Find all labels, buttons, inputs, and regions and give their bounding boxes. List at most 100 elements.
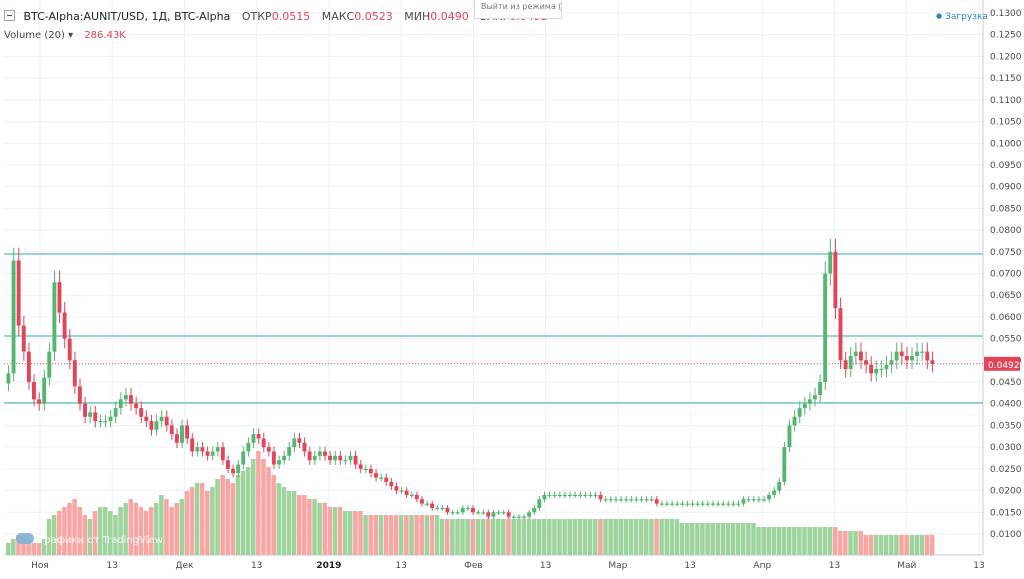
volume-bar xyxy=(235,475,241,555)
volume-bar xyxy=(786,527,792,555)
volume-bar xyxy=(628,519,634,555)
volume-bar xyxy=(894,535,899,555)
candle-body xyxy=(471,507,475,513)
candle-body xyxy=(465,507,470,510)
candle-body xyxy=(72,360,77,387)
volume-bar xyxy=(383,515,389,555)
candle-body xyxy=(506,512,511,517)
candle-body xyxy=(164,416,169,426)
volume-bar xyxy=(536,519,542,555)
volume-bar xyxy=(674,519,680,555)
volume-bar xyxy=(179,499,185,555)
volume-bar xyxy=(582,519,588,555)
volume-bar xyxy=(822,527,828,555)
y-tick-label: 0.1200 xyxy=(990,52,1022,62)
volume-bar xyxy=(51,515,57,555)
volume-bar xyxy=(184,491,190,555)
candle-body xyxy=(200,447,205,452)
candle-body xyxy=(675,503,680,505)
volume-bar xyxy=(878,535,884,555)
low-value: 0.0490 xyxy=(430,10,469,23)
volume-bar xyxy=(419,515,424,555)
x-tick-label: 13 xyxy=(540,561,551,571)
volume-bar xyxy=(26,539,31,555)
volume-bar xyxy=(664,519,669,555)
candle-body xyxy=(414,494,419,500)
volume-bar xyxy=(358,511,363,555)
volume-bar xyxy=(623,519,629,555)
candle-body xyxy=(312,455,317,461)
volume-bar xyxy=(434,515,440,555)
volume-bar xyxy=(164,499,169,555)
volume-bar xyxy=(526,519,532,555)
volume-bar xyxy=(128,499,134,555)
candle-body xyxy=(767,494,771,500)
candle-body xyxy=(629,499,634,501)
volume-bar xyxy=(194,483,200,555)
candle-body xyxy=(292,438,297,448)
symbol-title[interactable]: BTC-Alpha:AUNIT/USD, 1Д, BTC-Alpha xyxy=(23,10,231,23)
volume-bar xyxy=(291,491,297,555)
x-tick-label: Дек xyxy=(175,561,194,571)
volume-bar xyxy=(700,523,705,555)
candle-body xyxy=(174,434,179,443)
candle-body xyxy=(680,503,685,505)
x-tick-label: Мар xyxy=(608,561,627,571)
volume-bar xyxy=(11,539,16,555)
candle-body xyxy=(751,499,756,501)
volume-header: Volume (20) ▾ 286.43K xyxy=(4,30,126,41)
candle-body xyxy=(98,421,103,423)
candle-body xyxy=(573,494,577,497)
y-tick-label: 0.1000 xyxy=(990,139,1022,149)
y-tick-label: 0.0750 xyxy=(990,248,1022,258)
volume-bar xyxy=(603,519,608,555)
x-tick-label: Май xyxy=(897,561,916,571)
volume-bar xyxy=(337,507,343,555)
candle-body xyxy=(864,360,868,365)
open-value: 0.0515 xyxy=(271,10,311,23)
candle-body xyxy=(266,447,271,452)
candle-body xyxy=(108,416,113,422)
candle-body xyxy=(843,360,848,370)
y-tick-label: 0.1050 xyxy=(990,118,1022,128)
candle-body xyxy=(527,512,532,517)
volume-bar xyxy=(766,527,772,555)
candle-body xyxy=(889,360,894,365)
y-tick-label: 0.0850 xyxy=(990,204,1022,214)
volume-bar xyxy=(904,535,909,555)
volume-bar xyxy=(633,519,639,555)
volume-bar xyxy=(97,507,103,555)
volume-bar xyxy=(424,515,430,555)
volume-bar xyxy=(868,535,874,555)
exit-mode-tooltip: Выйти из режима (ESC) xyxy=(474,0,562,19)
candle-body xyxy=(26,351,31,383)
volume-bar xyxy=(77,507,82,555)
candle-body xyxy=(741,499,746,504)
candle-body xyxy=(419,499,424,504)
candle-body xyxy=(557,494,562,497)
tradingview-watermark[interactable]: Графики от TradingView xyxy=(16,533,163,546)
volume-bar xyxy=(853,531,858,555)
volume-bar xyxy=(756,527,761,555)
volume-menu-icon[interactable]: ▾ xyxy=(68,30,74,41)
volume-bar xyxy=(751,523,756,555)
x-tick-label: 13 xyxy=(973,561,984,571)
candle-body xyxy=(777,481,782,491)
candle-body xyxy=(522,516,526,518)
volume-bar xyxy=(409,515,414,555)
candle-body xyxy=(619,499,623,501)
volume-bar xyxy=(230,483,236,555)
candle-body xyxy=(823,273,828,383)
candle-body xyxy=(47,351,52,378)
cloud-icon xyxy=(16,533,34,544)
high-value: 0.0523 xyxy=(354,10,393,23)
collapse-icon[interactable] xyxy=(4,10,15,21)
candle-body xyxy=(613,499,618,501)
volume-bar xyxy=(919,535,925,555)
candle-body xyxy=(562,494,567,497)
candle-body xyxy=(399,490,404,492)
candle-body xyxy=(710,503,715,505)
candle-body xyxy=(812,395,817,400)
